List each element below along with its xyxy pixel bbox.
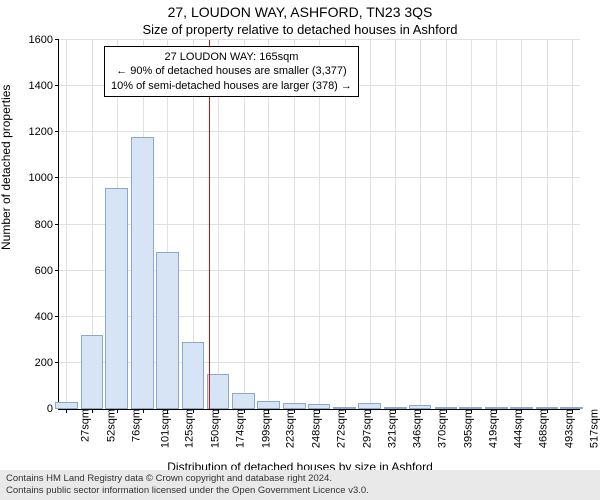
ytick-label: 1400 xyxy=(29,80,59,92)
histogram-bar xyxy=(232,393,255,409)
histogram-bar xyxy=(207,374,230,409)
xtick-mark xyxy=(117,409,118,413)
xtick-label: 419sqm xyxy=(481,409,499,448)
histogram-bar xyxy=(435,407,458,409)
xtick-label: 223sqm xyxy=(279,409,297,448)
histogram-bar xyxy=(182,342,205,409)
xtick-label: 297sqm xyxy=(355,409,373,448)
xtick-label: 76sqm xyxy=(124,409,142,442)
histogram-bar xyxy=(536,407,559,409)
xtick-mark xyxy=(471,409,472,413)
histogram-bar xyxy=(333,407,356,409)
xtick-mark xyxy=(143,409,144,413)
xtick-mark xyxy=(496,409,497,413)
xtick-label: 52sqm xyxy=(100,409,118,442)
histogram-bar xyxy=(560,407,583,409)
histogram-bar xyxy=(156,252,179,409)
histogram-bar xyxy=(308,404,331,409)
xtick-mark xyxy=(395,409,396,413)
footer-attribution: Contains HM Land Registry data © Crown c… xyxy=(0,470,600,500)
xtick-label: 468sqm xyxy=(532,409,550,448)
xtick-label: 444sqm xyxy=(507,409,525,448)
xtick-label: 517sqm xyxy=(582,409,600,448)
gridline-vertical xyxy=(496,40,497,409)
histogram-bar xyxy=(105,188,128,409)
xtick-mark xyxy=(218,409,219,413)
xtick-mark xyxy=(244,409,245,413)
xtick-mark xyxy=(572,409,573,413)
xtick-mark xyxy=(370,409,371,413)
ytick-label: 200 xyxy=(35,357,59,369)
gridline-vertical xyxy=(395,40,396,409)
xtick-label: 370sqm xyxy=(431,409,449,448)
gridline-vertical xyxy=(471,40,472,409)
annotation-box: 27 LOUDON WAY: 165sqm← 90% of detached h… xyxy=(104,46,359,97)
gridline-vertical xyxy=(420,40,421,409)
xtick-mark xyxy=(521,409,522,413)
annotation-line: 27 LOUDON WAY: 165sqm xyxy=(111,50,352,64)
xtick-label: 199sqm xyxy=(254,409,272,448)
xtick-label: 150sqm xyxy=(204,409,222,448)
gridline-vertical xyxy=(370,40,371,409)
footer-line-2: Contains public sector information licen… xyxy=(6,485,594,497)
histogram-bar xyxy=(131,137,154,409)
xtick-mark xyxy=(193,409,194,413)
xtick-label: 346sqm xyxy=(406,409,424,448)
xtick-mark xyxy=(420,409,421,413)
gridline-vertical xyxy=(572,40,573,409)
ytick-label: 800 xyxy=(35,219,59,231)
page-title: 27, LOUDON WAY, ASHFORD, TN23 3QS xyxy=(0,0,600,20)
xtick-mark xyxy=(547,409,548,413)
xtick-mark xyxy=(319,409,320,413)
gridline-vertical xyxy=(521,40,522,409)
gridline-vertical xyxy=(446,40,447,409)
histogram-bar xyxy=(485,407,508,409)
gridline-vertical xyxy=(66,40,67,409)
histogram-bar xyxy=(55,402,78,409)
xtick-label: 125sqm xyxy=(178,409,196,448)
xtick-mark xyxy=(446,409,447,413)
ytick-label: 600 xyxy=(35,265,59,277)
xtick-label: 248sqm xyxy=(305,409,323,448)
ytick-label: 1200 xyxy=(29,126,59,138)
xtick-label: 101sqm xyxy=(153,409,171,448)
annotation-line: 10% of semi-detached houses are larger (… xyxy=(111,79,352,93)
footer-line-1: Contains HM Land Registry data © Crown c… xyxy=(6,473,594,485)
xtick-mark xyxy=(345,409,346,413)
gridline-vertical xyxy=(547,40,548,409)
plot-area: 0200400600800100012001400160027sqm52sqm7… xyxy=(58,40,580,410)
y-axis-label: Number of detached properties xyxy=(0,85,13,250)
histogram-bar xyxy=(510,407,533,409)
xtick-label: 321sqm xyxy=(380,409,398,448)
xtick-mark xyxy=(92,409,93,413)
histogram-bar xyxy=(384,407,407,409)
xtick-mark xyxy=(294,409,295,413)
ytick-label: 400 xyxy=(35,311,59,323)
ytick-label: 1000 xyxy=(29,172,59,184)
histogram-bar xyxy=(459,407,482,409)
histogram-bar xyxy=(358,403,381,409)
xtick-label: 395sqm xyxy=(456,409,474,448)
annotation-line: ← 90% of detached houses are smaller (3,… xyxy=(111,64,352,78)
xtick-label: 493sqm xyxy=(558,409,576,448)
page-subtitle: Size of property relative to detached ho… xyxy=(0,20,600,37)
xtick-mark xyxy=(66,409,67,413)
histogram-bar xyxy=(283,403,306,409)
histogram-chart: 0200400600800100012001400160027sqm52sqm7… xyxy=(58,40,580,410)
xtick-label: 27sqm xyxy=(74,409,92,442)
ytick-label: 1600 xyxy=(29,34,59,46)
histogram-bar xyxy=(409,405,432,409)
xtick-label: 174sqm xyxy=(228,409,246,448)
xtick-mark xyxy=(268,409,269,413)
histogram-bar xyxy=(257,401,280,409)
xtick-mark xyxy=(167,409,168,413)
histogram-bar xyxy=(81,335,104,409)
xtick-label: 272sqm xyxy=(330,409,348,448)
